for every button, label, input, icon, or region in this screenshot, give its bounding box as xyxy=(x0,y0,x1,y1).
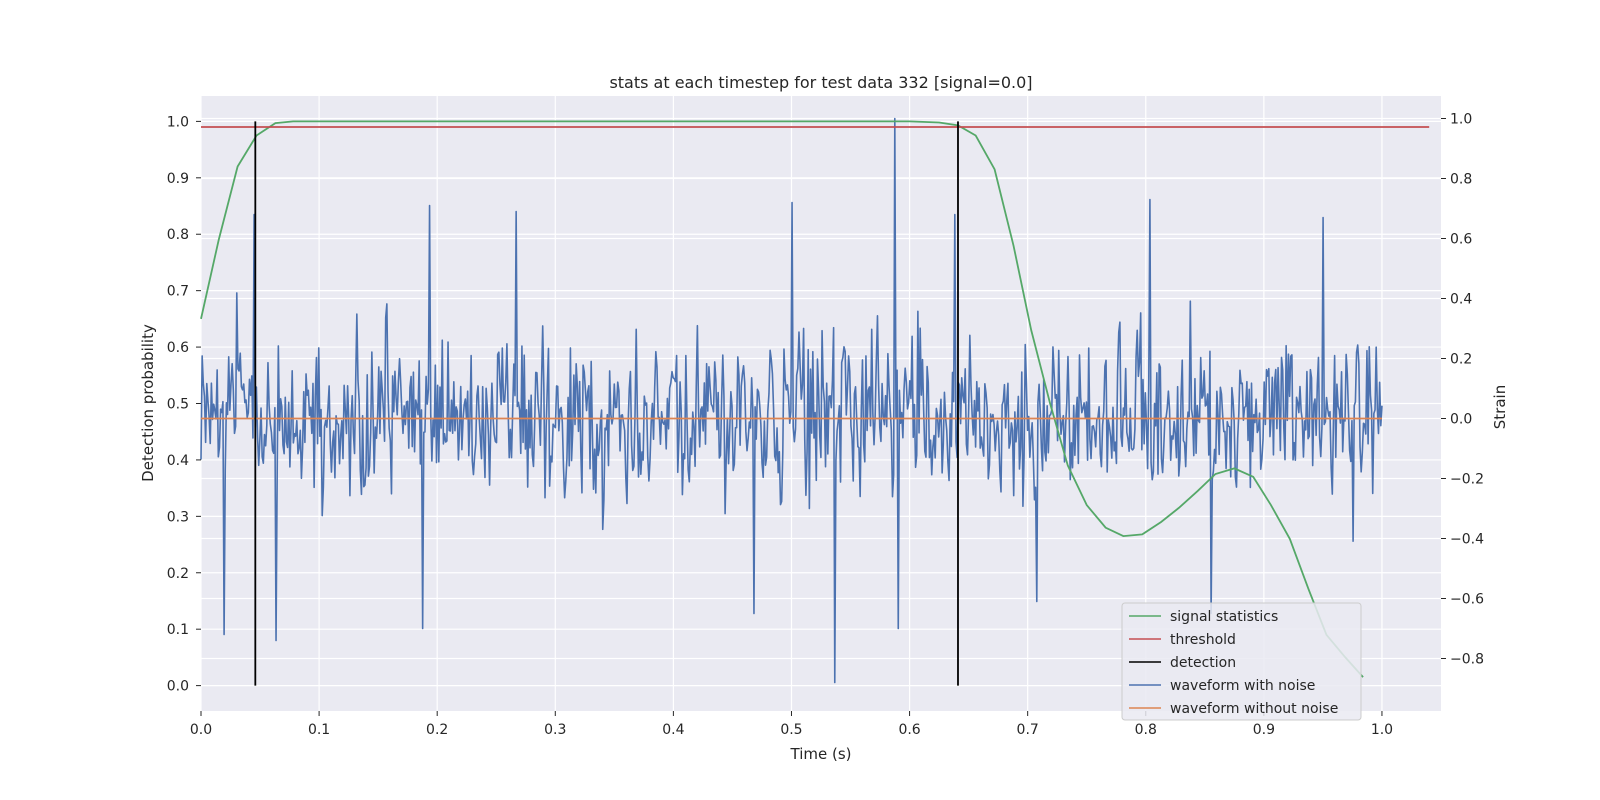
x-tick-label: 0.0 xyxy=(190,722,212,738)
legend-noisy-label: waveform with noise xyxy=(1170,678,1315,694)
y-right-tick-label: −0.8 xyxy=(1450,652,1484,668)
y-left-tick-label: 0.1 xyxy=(167,622,189,638)
legend-signal-label: signal statistics xyxy=(1170,609,1278,625)
x-tick-label: 0.7 xyxy=(1017,722,1039,738)
x-tick-label: 0.3 xyxy=(544,722,566,738)
axes-layer: 0.0 0.1 0.2 0.3 0.4 0.5 0.6 0.7 0.8 0.9 1.0 0.0 0.1 0… xyxy=(167,112,1484,739)
y-axis-right-label: Strain xyxy=(1491,385,1509,429)
y-right-tick-label: 0.4 xyxy=(1450,292,1472,308)
series-layer xyxy=(200,117,1430,686)
x-tick-label: 0.6 xyxy=(898,722,920,738)
x-tick-label: 0.1 xyxy=(308,722,330,738)
x-tick-label: 0.2 xyxy=(426,722,448,738)
x-tick-label: 1.0 xyxy=(1371,722,1393,738)
x-axis-label: Time (s) xyxy=(790,745,852,763)
y-left-tick-label: 0.2 xyxy=(167,566,189,582)
y-left-tick-label: 1.0 xyxy=(167,114,189,130)
y-right-tick-label: −0.4 xyxy=(1450,532,1484,548)
y-right-tick-label: −0.6 xyxy=(1450,592,1484,608)
legend-clean-label: waveform without noise xyxy=(1170,701,1338,717)
x-tick-label: 0.4 xyxy=(662,722,684,738)
x-tick-label: 0.9 xyxy=(1253,722,1275,738)
series-waveform-with-noise xyxy=(200,117,1383,684)
legend-box xyxy=(1121,602,1362,721)
y-left-tick-label: 0.9 xyxy=(167,171,189,187)
y-left-tick-label: 0.3 xyxy=(167,509,189,525)
x-tick-label: 0.5 xyxy=(780,722,802,738)
legend-detection-label: detection xyxy=(1170,655,1236,671)
legend-threshold-label: threshold xyxy=(1170,632,1236,648)
legend: signal statistics threshold detection wa… xyxy=(1121,602,1362,721)
y-right-tick-label: −0.2 xyxy=(1450,472,1484,488)
y-left-tick-label: 0.5 xyxy=(167,397,189,413)
y-right-tick-label: 0.2 xyxy=(1450,352,1472,368)
y-right-tick-label: 0.0 xyxy=(1450,412,1472,428)
y-left-tick-label: 0.0 xyxy=(167,679,189,695)
y-right-tick-label: 1.0 xyxy=(1450,112,1472,128)
y-right-tick-label: 0.8 xyxy=(1450,172,1472,188)
y-right-tick-label: 0.6 xyxy=(1450,232,1472,248)
x-tick-label: 0.8 xyxy=(1135,722,1157,738)
y-left-tick-label: 0.4 xyxy=(167,453,189,469)
y-left-tick-label: 0.7 xyxy=(167,284,189,300)
series-signal-statistics xyxy=(200,120,1364,678)
y-left-tick-label: 0.8 xyxy=(167,227,189,243)
chart-title: stats at each timestep for test data 332… xyxy=(609,73,1032,92)
y-axis-left-label: Detection probability xyxy=(139,324,157,482)
y-left-tick-label: 0.6 xyxy=(167,340,189,356)
